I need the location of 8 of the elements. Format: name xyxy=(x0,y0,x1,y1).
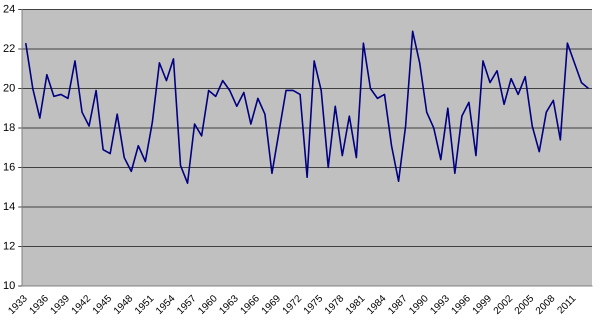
y-tick-label: 10 xyxy=(2,280,16,292)
y-tick-label: 18 xyxy=(2,122,16,134)
y-tick-label: 22 xyxy=(2,43,16,56)
y-tick-label: 24 xyxy=(2,4,16,16)
y-tick-label: 20 xyxy=(2,82,16,95)
y-tick-label: 14 xyxy=(2,200,16,213)
y-tick-label: 12 xyxy=(2,240,16,252)
y-tick-label: 16 xyxy=(2,161,16,174)
